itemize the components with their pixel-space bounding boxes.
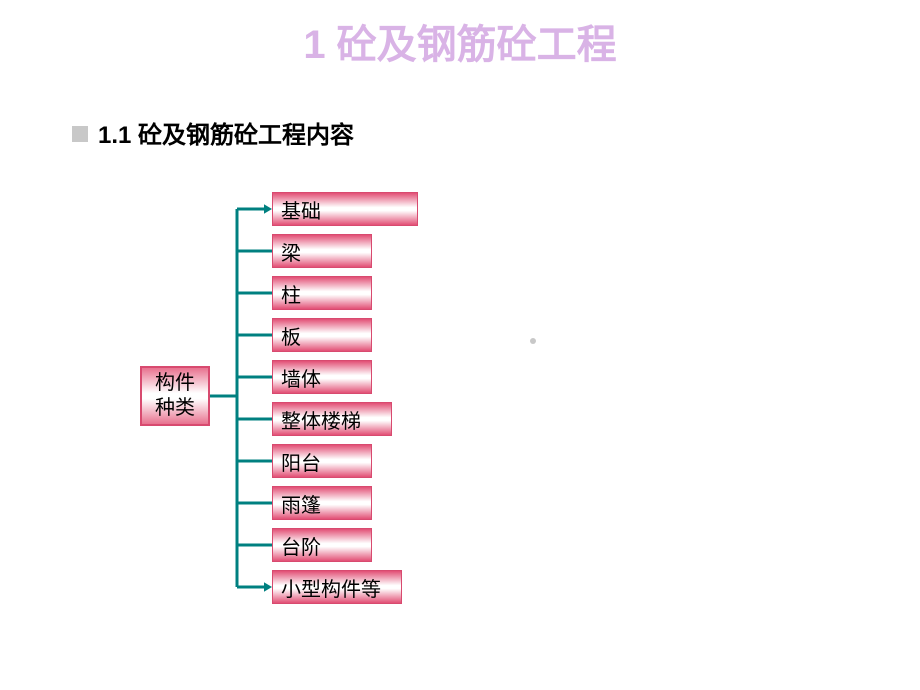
tree-item: 阳台	[272, 444, 372, 478]
tree-item-label: 基础	[281, 195, 321, 224]
page-title: 1 砼及钢筋砼工程	[0, 12, 920, 70]
tree-item: 雨篷	[272, 486, 372, 520]
page-title-text: 1 砼及钢筋砼工程	[303, 23, 616, 67]
tree-item: 小型构件等	[272, 570, 402, 604]
tree-root-node: 构件 种类	[140, 366, 210, 426]
tree-item-label: 雨篷	[281, 489, 321, 518]
tree-item: 墙体	[272, 360, 372, 394]
tree-item-label: 柱	[281, 279, 301, 308]
connector-lines	[0, 0, 920, 690]
tree-item-label: 整体楼梯	[281, 405, 361, 434]
tree-item: 基础	[272, 192, 418, 226]
tree-item-label: 阳台	[281, 447, 321, 476]
tree-root-label: 构件 种类	[155, 371, 195, 421]
tree-item-label: 板	[281, 321, 301, 350]
decorative-dot-icon	[530, 338, 536, 344]
tree-item: 整体楼梯	[272, 402, 392, 436]
tree-item: 梁	[272, 234, 372, 268]
subtitle-text: 1.1 砼及钢筋砼工程内容	[98, 120, 354, 152]
subtitle-row: 1.1 砼及钢筋砼工程内容	[72, 120, 354, 152]
tree-item-label: 小型构件等	[281, 573, 381, 602]
tree-item: 台阶	[272, 528, 372, 562]
tree-item: 板	[272, 318, 372, 352]
bullet-icon	[72, 126, 88, 142]
tree-item: 柱	[272, 276, 372, 310]
tree-item-label: 墙体	[281, 363, 321, 392]
tree-item-label: 台阶	[281, 531, 321, 560]
tree-item-label: 梁	[281, 237, 301, 266]
